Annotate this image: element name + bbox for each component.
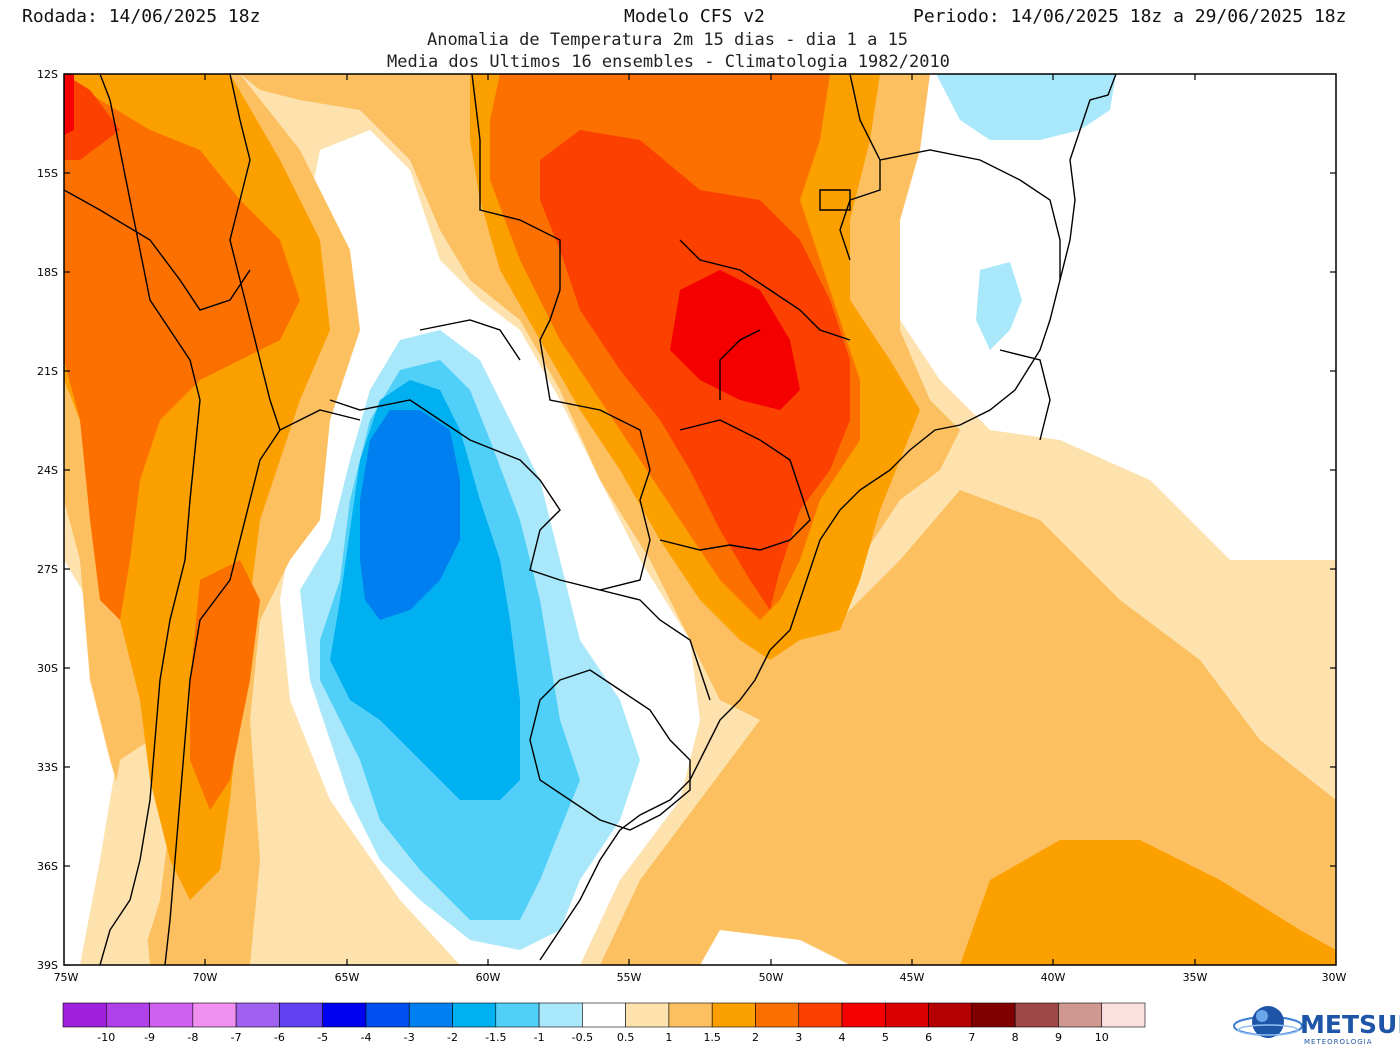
legend-label: 0.5 [617,1031,635,1044]
lat-label-30s: 30S [37,662,58,675]
metsul-globe-icon [1233,1006,1303,1038]
lon-label-75w: 75W [54,971,79,984]
legend-swatch [625,1002,670,1028]
legend-label: 9 [1055,1031,1062,1044]
coastline-and-borders [64,74,1117,965]
legend-swatch [495,1002,540,1028]
lon-label-65w: 65W [335,971,360,984]
legend-swatch [798,1002,843,1028]
legend-label: 4 [839,1031,846,1044]
lat-label-36s: 36S [37,860,58,873]
lat-label-39s: 39S [37,959,58,972]
legend-label: -1 [534,1031,545,1044]
legend-label: -0.5 [572,1031,593,1044]
legend-label: 3 [795,1031,802,1044]
plot-frame [63,73,1337,966]
legend-swatch [149,1002,194,1028]
run-label: Rodada: 14/06/2025 18z [22,6,261,27]
legend-swatch [841,1002,886,1028]
warm-light-south [700,930,850,965]
legend-swatch [755,1002,800,1028]
warm-intense-west [64,74,120,160]
legend-swatch [1101,1002,1146,1028]
lat-label-12s: 12S [37,68,58,81]
lon-label-30w: 30W [1322,971,1347,984]
legend-swatch [62,1002,107,1028]
legend-label: 1.5 [703,1031,721,1044]
lon-label-40w: 40W [1041,971,1066,984]
legend-label: -2 [447,1031,458,1044]
warm-light-southwest [100,740,170,965]
legend-swatch [1058,1002,1103,1028]
lat-label-33s: 33S [37,761,58,774]
legend-swatch [452,1002,497,1028]
lon-label-35w: 35W [1183,971,1208,984]
anomaly-field [64,74,1336,965]
warm-light-far-south [960,840,1336,965]
color-legend [62,1002,1146,1028]
legend-swatch [408,1002,453,1028]
model-label: Modelo CFS v2 [624,6,765,27]
legend-label: -9 [144,1031,155,1044]
legend-label: -7 [231,1031,242,1044]
lon-label-60w: 60W [476,971,501,984]
lon-label-70w: 70W [193,971,218,984]
color-legend-labels: -10 -9 -8 -7 -6 -5 -4 -3 -2 -1.5 -1 -0.5 0.5 1 1.5 2 3 4 5… [97,1031,1108,1044]
warm-peak-west [64,74,74,135]
legend-label: -5 [317,1031,328,1044]
legend-label: -1.5 [485,1031,506,1044]
lon-label-50w: 50W [759,971,784,984]
lat-label-21s: 21S [37,365,58,378]
period-label: Periodo: 14/06/2025 18z a 29/06/2025 18z [913,6,1347,27]
warm-strong-andes [190,560,260,810]
subtitle-ensembles: Media dos Ultimos 16 ensembles - Climato… [387,52,950,72]
legend-swatch [582,1002,626,1028]
cold-area-4 [360,410,460,620]
legend-swatch [105,1002,150,1028]
legend-label: 5 [882,1031,889,1044]
cold-area-ocean-north [936,74,1116,140]
legend-swatch [322,1002,367,1028]
lat-label-18s: 18S [37,266,58,279]
metsul-logo-text: METSUL [1300,1010,1400,1039]
legend-swatch [1014,1002,1059,1028]
legend-label: 2 [752,1031,759,1044]
legend-swatch [279,1002,323,1028]
lon-label-55w: 55W [617,971,642,984]
legend-label: -6 [274,1031,285,1044]
legend-swatch [668,1002,713,1028]
legend-label: -8 [187,1031,198,1044]
legend-swatch [885,1002,929,1028]
legend-label: 1 [665,1031,672,1044]
lat-label-15s: 15S [37,167,58,180]
legend-label: 6 [925,1031,932,1044]
warm-peak [670,270,800,410]
legend-label: 10 [1095,1031,1109,1044]
lat-ticks [64,73,1336,966]
neutral-area-east [870,74,1336,560]
lon-ticks [204,74,1196,965]
legend-swatch [928,1002,973,1028]
cold-area-ocean-mid [976,262,1022,350]
legend-swatch [711,1002,756,1028]
metsul-logo-subtitle: METEOROLOGIA [1304,1038,1373,1046]
legend-swatch [192,1002,237,1028]
legend-label: -4 [360,1031,371,1044]
legend-swatch [971,1002,1016,1028]
lon-label-45w: 45W [900,971,925,984]
legend-swatch [365,1002,410,1028]
legend-swatch [235,1002,280,1028]
lat-label-24s: 24S [37,464,58,477]
legend-swatch [538,1002,583,1028]
legend-label: 8 [1012,1031,1019,1044]
legend-label: -3 [404,1031,415,1044]
lat-label-27s: 27S [37,563,58,576]
subtitle-anomaly: Anomalia de Temperatura 2m 15 dias - dia… [427,30,909,50]
legend-label: -10 [97,1031,115,1044]
legend-label: 7 [968,1031,975,1044]
